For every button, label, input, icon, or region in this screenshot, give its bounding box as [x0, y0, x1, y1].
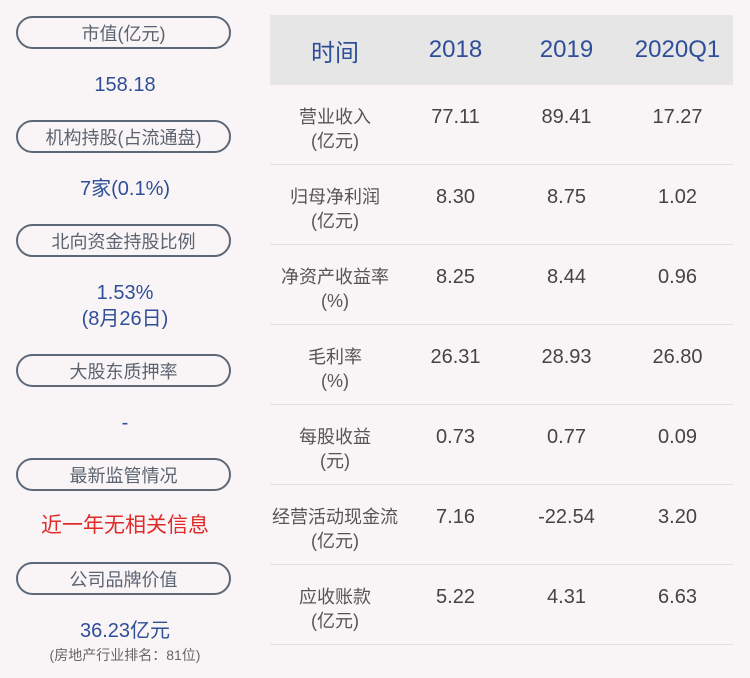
cell: 26.31: [430, 346, 481, 368]
cell: 1.02: [658, 186, 697, 208]
cell: 17.27: [652, 106, 703, 128]
cell: 8.30: [436, 186, 475, 208]
institution-holding-value: 7家(0.1%): [79, 178, 171, 200]
pledge-ratio-value: -: [121, 412, 129, 434]
cell: 28.93: [541, 346, 592, 368]
header-2018: 2018: [428, 36, 483, 63]
institution-holding-label: 机构持股(占流通盘): [16, 120, 231, 153]
table-row: 应收账款 (亿元) 5.22 4.31 6.63: [270, 565, 733, 645]
northbound-ratio-value: 1.53%: [96, 282, 154, 304]
cell: 89.41: [541, 106, 592, 128]
brand-value-label: 公司品牌价值: [16, 562, 231, 595]
row-label: 营业收入 (亿元): [299, 107, 371, 151]
cell: 8.25: [436, 266, 475, 288]
table-row: 净资产收益率 (%) 8.25 8.44 0.96: [270, 245, 733, 325]
table-row: 经营活动现金流 (亿元) 7.16 -22.54 3.20: [270, 485, 733, 565]
table-row: 每股收益 (元) 0.73 0.77 0.09: [270, 405, 733, 485]
row-label: 归母净利润 (亿元): [290, 187, 380, 231]
header-2020q1: 2020Q1: [634, 36, 721, 63]
table-row: 营业收入 (亿元) 77.11 89.41 17.27: [270, 85, 733, 165]
pledge-ratio-label: 大股东质押率: [16, 354, 231, 387]
cell: 77.11: [431, 106, 480, 128]
summary-panel: 市值(亿元) 158.18 机构持股(占流通盘) 7家(0.1%) 北向资金持股…: [0, 0, 250, 678]
header-period: 时间: [311, 39, 359, 67]
market-cap-label: 市值(亿元): [16, 16, 231, 49]
row-label: 应收账款 (亿元): [299, 587, 371, 631]
cell: 7.16: [436, 506, 475, 528]
cell: -22.54: [538, 506, 595, 528]
financial-table: 时间 2018 2019 2020Q1 营业收入 (亿元) 77.11 89.41…: [270, 15, 733, 645]
cell: 8.44: [547, 266, 586, 288]
row-label: 每股收益 (元): [299, 427, 371, 471]
cell: 0.73: [436, 426, 475, 448]
cell: 5.22: [436, 586, 475, 608]
cell: 26.80: [652, 346, 703, 368]
table-row: 归母净利润 (亿元) 8.30 8.75 1.02: [270, 165, 733, 245]
cell: 4.31: [547, 586, 586, 608]
brand-value-value: 36.23亿元: [79, 620, 171, 642]
brand-rank-note: (房地产行业排名：81位): [49, 647, 201, 663]
market-cap-value: 158.18: [94, 74, 156, 96]
northbound-ratio-label: 北向资金持股比例: [16, 224, 231, 257]
row-label: 毛利率 (%): [308, 347, 362, 391]
regulatory-status-value: 近一年无相关信息: [41, 514, 209, 537]
cell: 0.96: [658, 266, 697, 288]
table-header: 时间 2018 2019 2020Q1: [270, 15, 733, 85]
row-label: 经营活动现金流 (亿元): [272, 507, 398, 551]
header-2019: 2019: [539, 36, 594, 63]
row-label: 净资产收益率 (%): [281, 267, 389, 311]
cell: 6.63: [658, 586, 697, 608]
table-row: 毛利率 (%) 26.31 28.93 26.80: [270, 325, 733, 405]
northbound-ratio-date: (8月26日): [81, 308, 169, 330]
cell: 8.75: [547, 186, 586, 208]
cell: 0.77: [547, 426, 586, 448]
regulatory-status-label: 最新监管情况: [16, 458, 231, 491]
cell: 3.20: [658, 506, 697, 528]
cell: 0.09: [658, 426, 697, 448]
